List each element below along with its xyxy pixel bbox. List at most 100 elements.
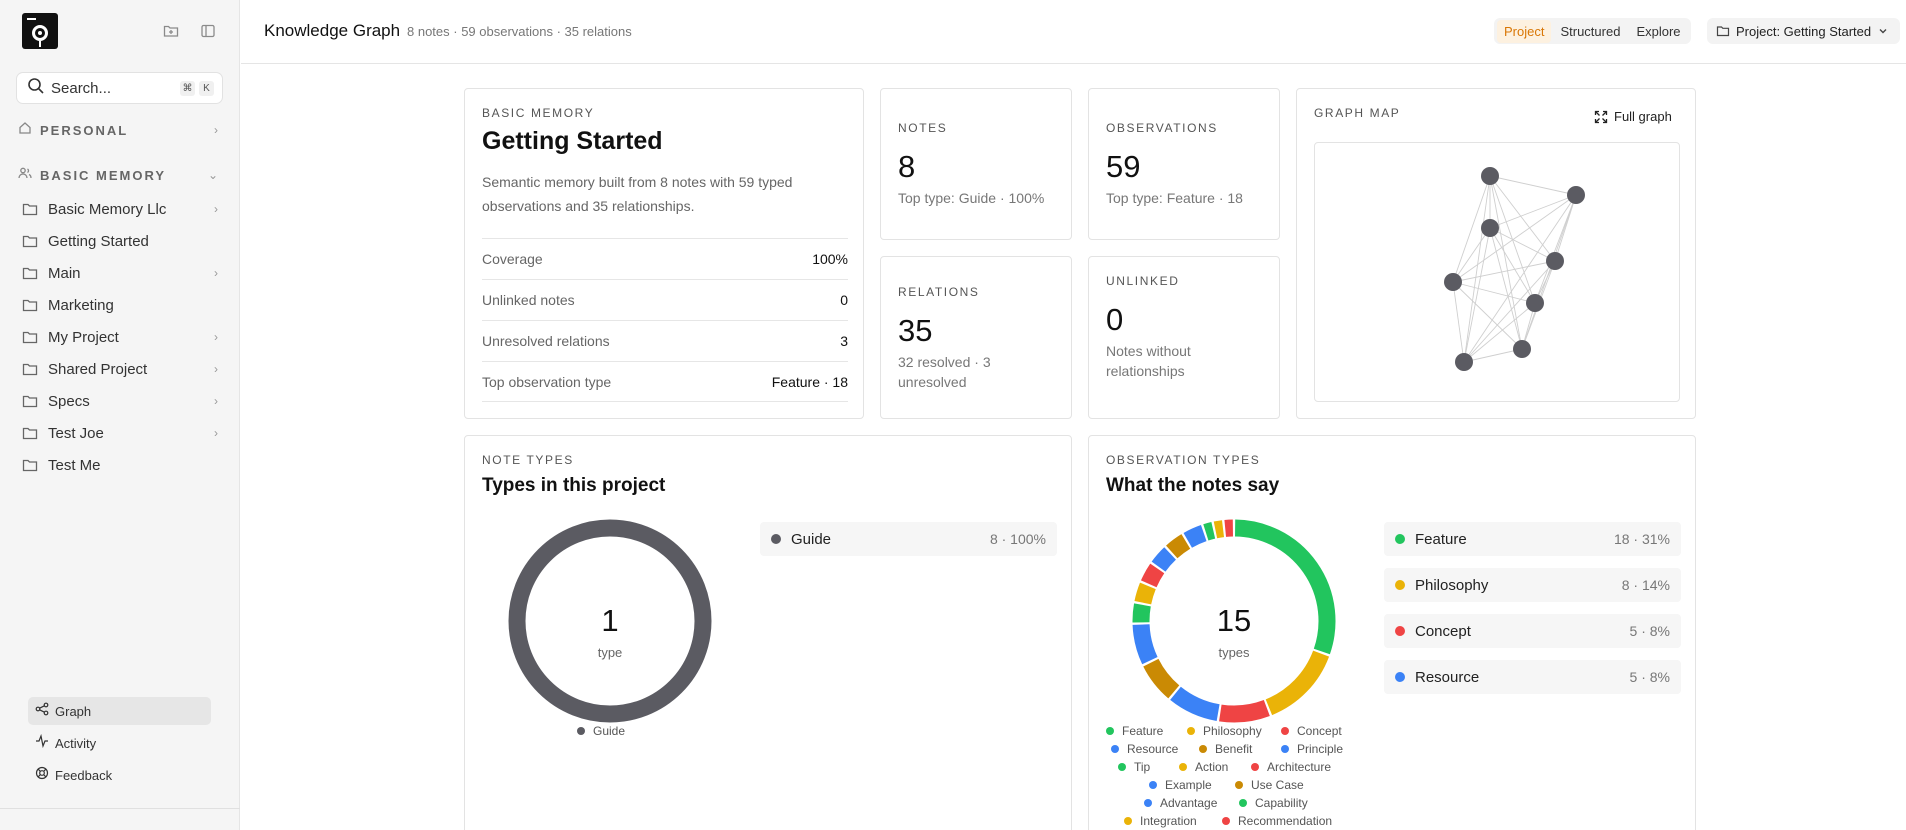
graph-map-canvas[interactable] — [1314, 142, 1680, 402]
unlinked-stat-label: UNLINKED — [1106, 274, 1180, 288]
donut-slice-architecture[interactable] — [1140, 563, 1165, 588]
legend-dot — [1149, 781, 1157, 789]
graph-node[interactable] — [1526, 294, 1544, 312]
legend-label: Use Case — [1251, 778, 1304, 792]
tab-structured[interactable]: Structured — [1560, 23, 1621, 39]
donut-slice-principle[interactable] — [1132, 623, 1158, 665]
graph-node[interactable] — [1481, 219, 1499, 237]
footer-feedback[interactable]: Feedback — [28, 761, 211, 789]
legend-label: Philosophy — [1203, 724, 1262, 738]
graph-node[interactable] — [1546, 252, 1564, 270]
overview-eyebrow: BASIC MEMORY — [482, 106, 595, 120]
donut-slice-integration[interactable] — [1213, 520, 1225, 539]
sidebar-item-specs[interactable]: Specs › — [22, 388, 218, 414]
chevron-right-icon[interactable]: › — [214, 202, 218, 216]
search-box[interactable]: Search... ⌘ K — [16, 72, 223, 104]
legend-item-capability: Capability — [1239, 796, 1308, 810]
legend-label: Benefit — [1215, 742, 1253, 756]
full-graph-button[interactable]: Full graph — [1594, 109, 1672, 124]
chevron-right-icon[interactable]: › — [214, 362, 218, 376]
graph-edge — [1489, 227, 1536, 304]
notes-stat-label: NOTES — [898, 121, 948, 135]
chevron-down-icon: ⌄ — [207, 168, 218, 182]
footer-feedback-label: Feedback — [55, 767, 113, 783]
donut-slice-resource[interactable] — [1170, 686, 1220, 722]
sidebar-item-marketing[interactable]: Marketing — [22, 292, 218, 318]
chevron-right-icon[interactable]: › — [214, 266, 218, 280]
observation-type-row-concept[interactable]: Concept 5 · 8% — [1384, 614, 1681, 648]
footer-graph[interactable]: Graph — [28, 697, 211, 725]
chevron-right-icon[interactable]: › — [214, 330, 218, 344]
section-personal[interactable]: PERSONAL › — [18, 119, 218, 141]
sidebar-item-main[interactable]: Main › — [22, 260, 218, 286]
search-label: Search... — [51, 79, 112, 97]
legend-dot — [1395, 672, 1405, 682]
graph-node[interactable] — [1444, 273, 1462, 291]
app-logo[interactable] — [22, 13, 58, 49]
graph-node[interactable] — [1481, 167, 1499, 185]
legend-label: Capability — [1255, 796, 1308, 810]
legend-dot — [1395, 626, 1405, 636]
graph-node[interactable] — [1567, 186, 1585, 204]
sidebar-item-test-joe[interactable]: Test Joe › — [22, 420, 218, 446]
donut-slice-capability[interactable] — [1203, 522, 1216, 541]
donut-slice-philosophy[interactable] — [1265, 650, 1330, 716]
sidebar-item-shared-project[interactable]: Shared Project › — [22, 356, 218, 382]
collapse-sidebar-icon[interactable] — [199, 22, 217, 40]
graph-node[interactable] — [1455, 353, 1473, 371]
donut-slice-benefit[interactable] — [1143, 658, 1180, 699]
graph-edge — [1489, 227, 1523, 350]
footer-activity[interactable]: Activity — [28, 729, 211, 757]
observation-type-row-resource[interactable]: Resource 5 · 8% — [1384, 660, 1681, 694]
donut-slice-use-case[interactable] — [1166, 534, 1191, 559]
observation-type-value: 5 · 8% — [1629, 623, 1670, 639]
legend-dot — [1118, 763, 1126, 771]
graph-node[interactable] — [1513, 340, 1531, 358]
donut-slice-concept[interactable] — [1219, 699, 1270, 723]
legend-dot — [1124, 817, 1132, 825]
chevron-right-icon[interactable]: › — [214, 426, 218, 440]
relations-stat-sub: 32 resolved · 3 unresolved — [898, 354, 991, 390]
notes-stat-card: NOTES 8 Top type: Guide · 100% — [880, 88, 1072, 240]
sidebar-item-my-project[interactable]: My Project › — [22, 324, 218, 350]
legend-label: Advantage — [1160, 796, 1218, 810]
donut-slice-example[interactable] — [1151, 547, 1177, 572]
sidebar-item-test-me[interactable]: Test Me — [22, 452, 218, 478]
overview-card: BASIC MEMORY Getting Started Semantic me… — [464, 88, 864, 419]
legend-dot — [1395, 534, 1405, 544]
top-header: Knowledge Graph 8 notes · 59 observation… — [241, 0, 1906, 64]
section-basic-memory[interactable]: BASIC MEMORY ⌄ — [18, 164, 218, 186]
donut-slice-action[interactable] — [1134, 582, 1156, 605]
top-observation-label: Top observation type — [482, 373, 612, 390]
sidebar-item-getting-started[interactable]: Getting Started — [22, 228, 218, 254]
graph-edge — [1452, 281, 1523, 350]
observation-types-title: What the notes say — [1106, 475, 1280, 496]
donut-slice-advantage[interactable] — [1183, 525, 1207, 548]
chevron-right-icon[interactable]: › — [214, 394, 218, 408]
graph-map-svg — [1444, 167, 1585, 371]
tab-project[interactable]: Project — [1497, 19, 1552, 43]
legend-item-integration: Integration — [1124, 814, 1197, 828]
tab-explore[interactable]: Explore — [1636, 23, 1681, 39]
new-folder-icon[interactable] — [162, 22, 180, 40]
search-icon — [27, 77, 45, 100]
donut-slice-tip[interactable] — [1132, 603, 1151, 623]
project-selector[interactable]: Project: Getting Started — [1707, 18, 1900, 44]
sidebar-item-label: My Project — [48, 328, 119, 346]
legend-dot — [1281, 745, 1289, 753]
sidebar-item-basic-memory-llc[interactable]: Basic Memory Llc › — [22, 196, 218, 222]
legend-item-philosophy: Philosophy — [1187, 724, 1262, 738]
sidebar-item-label: Specs — [48, 392, 90, 410]
observation-types-eyebrow: OBSERVATION TYPES — [1106, 453, 1261, 467]
observation-type-name: Philosophy — [1415, 576, 1489, 594]
donut-slice-guide — [508, 519, 712, 723]
share-graph-icon — [35, 702, 49, 721]
project-selector-label: Project: Getting Started — [1736, 23, 1872, 39]
legend-label: Architecture — [1267, 760, 1332, 774]
observation-type-row-philosophy[interactable]: Philosophy 8 · 14% — [1384, 568, 1681, 602]
donut-slice-feature[interactable] — [1234, 519, 1336, 655]
observation-type-row-feature[interactable]: Feature 18 · 31% — [1384, 522, 1681, 556]
observation-types-center-label: types — [1218, 645, 1250, 660]
note-type-row-guide[interactable]: Guide 8 · 100% — [760, 522, 1057, 556]
graph-edge — [1463, 175, 1491, 363]
